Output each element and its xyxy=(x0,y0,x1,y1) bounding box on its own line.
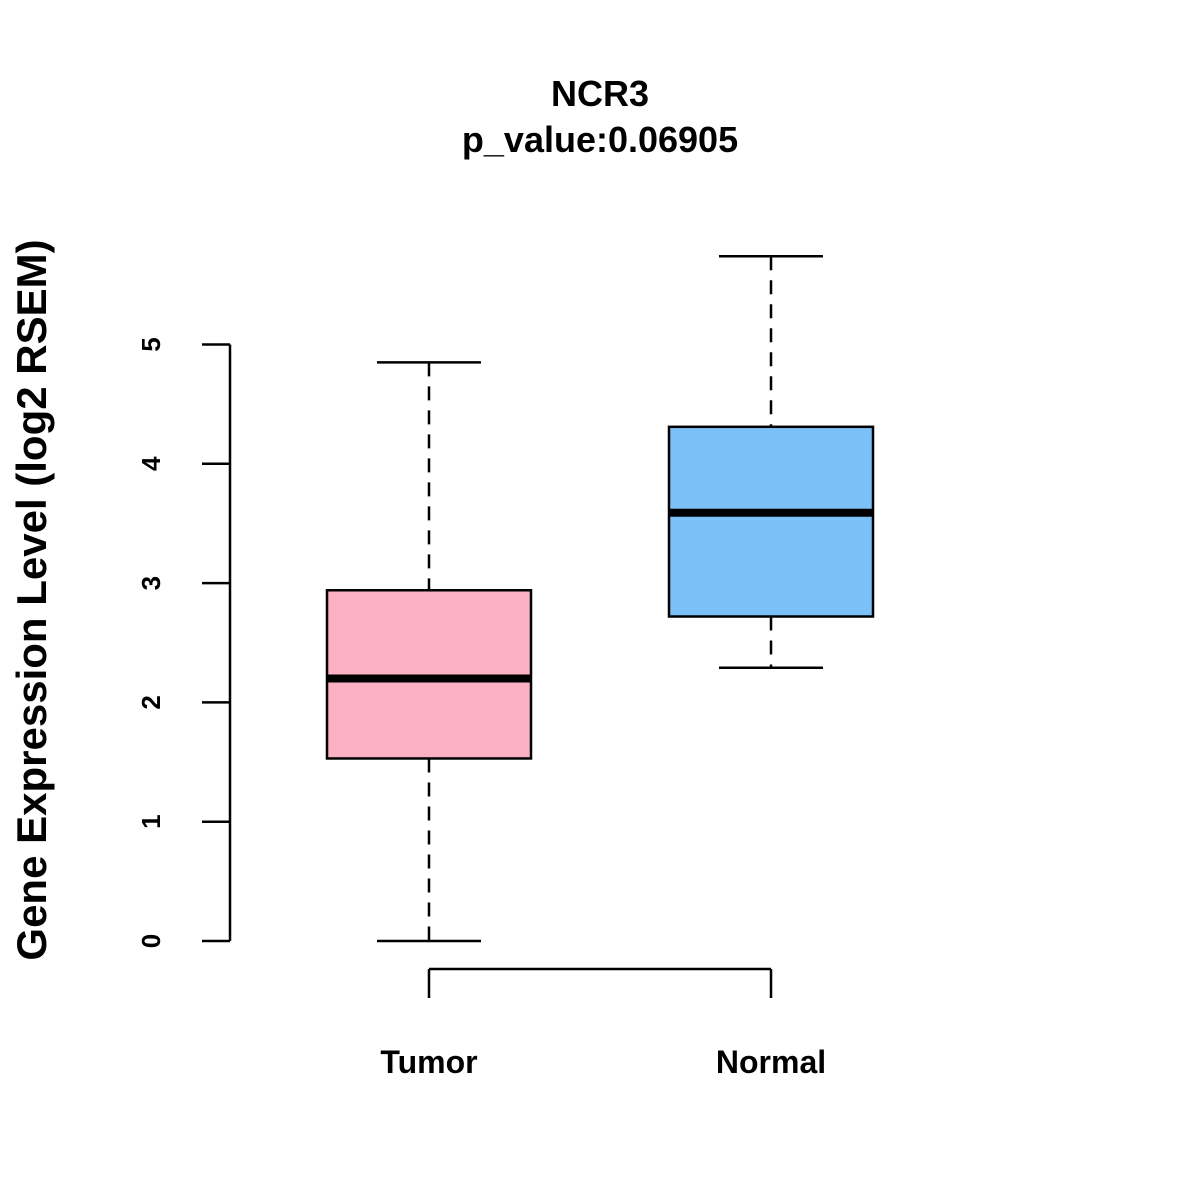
y-tick-label: 4 xyxy=(136,456,166,471)
x-tick-label: Normal xyxy=(716,1044,826,1080)
box-body xyxy=(325,589,533,760)
y-tick-label: 5 xyxy=(136,337,166,351)
box-normal xyxy=(667,254,875,670)
box-body xyxy=(667,425,875,618)
y-tick-label: 0 xyxy=(136,934,166,948)
chart-title: NCR3 xyxy=(551,73,649,114)
y-tick-label: 2 xyxy=(136,695,166,709)
boxes xyxy=(325,254,875,943)
x-axis: Tumor Normal xyxy=(380,967,826,1080)
x-tick-label: Tumor xyxy=(380,1044,477,1080)
y-axis: 0 1 2 3 4 5 xyxy=(136,337,232,948)
y-tick-label: 1 xyxy=(136,814,166,828)
y-tick-label: 3 xyxy=(136,576,166,590)
y-axis-label: Gene Expression Level (log2 RSEM) xyxy=(8,239,55,960)
box-tumor xyxy=(325,361,533,943)
chart-subtitle: p_value:0.06905 xyxy=(462,119,738,160)
